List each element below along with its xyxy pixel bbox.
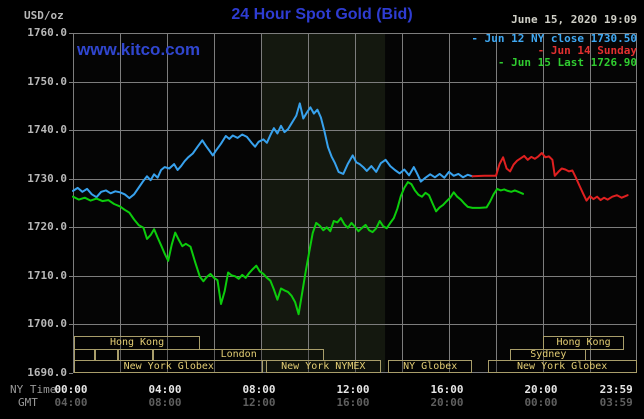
- x-axis-tick-gmt: 12:00: [242, 396, 276, 409]
- session-box-ny-globex: NY Globex: [387, 360, 473, 373]
- kitco-watermark-link[interactable]: www.kitco.com: [77, 40, 201, 59]
- session-box-new-york-globex: New York Globex: [74, 360, 264, 373]
- session-box-hong-kong: Hong Kong: [543, 336, 625, 350]
- chart-legend: - Jun 12 NY close 1730.50 - Jun 14 Sunda…: [471, 33, 637, 69]
- y-axis-units-label: USD/oz: [24, 9, 64, 22]
- x-axis-tick-gmt: 04:00: [54, 396, 88, 409]
- series-line-jun15-green: [72, 181, 524, 316]
- series-line-jun12-blue: [72, 102, 474, 200]
- x-axis-tick-ny-time: 12:00: [336, 383, 370, 396]
- legend-item-jun15: - Jun 15 Last 1726.90: [497, 56, 637, 69]
- legend-item-jun14: - Jun 14 Sunday: [537, 44, 637, 57]
- y-axis-label: 1730.0: [27, 171, 67, 185]
- y-axis-label: 1740.0: [27, 123, 67, 137]
- x-axis-tick-ny-time: 20:00: [524, 383, 558, 396]
- y-axis-label: 1720.0: [27, 220, 67, 234]
- x-axis-tick-ny-time: 16:00: [430, 383, 464, 396]
- y-axis-label: 1750.0: [27, 74, 67, 88]
- x-axis-tick-ny-time: 08:00: [242, 383, 276, 396]
- x-axis-tick-ny-time: 04:00: [148, 383, 182, 396]
- ny-time-axis-label: NY Time: [10, 383, 57, 396]
- nymex-session-highlight-band: [261, 33, 386, 373]
- y-axis-label: 1700.0: [27, 317, 67, 331]
- x-axis-tick-gmt: 08:00: [148, 396, 182, 409]
- session-box-new-york-globex: New York Globex: [487, 360, 637, 373]
- chart-title: 24 Hour Spot Gold (Bid): [231, 6, 413, 23]
- x-axis-tick-gmt: 16:00: [336, 396, 370, 409]
- y-axis-label: 1690.0: [27, 366, 67, 379]
- x-axis-tick-gmt: 03:59: [599, 396, 633, 409]
- legend-item-jun12: - Jun 12 NY close 1730.50: [471, 32, 637, 45]
- series-line-jun14-red: [471, 152, 629, 202]
- x-axis-tick-ny-time: 23:59: [599, 383, 633, 396]
- gmt-axis-label: GMT: [18, 396, 38, 409]
- x-axis-tick-gmt: 20:00: [430, 396, 464, 409]
- x-axis-tick-ny-time: 00:00: [54, 383, 88, 396]
- session-box-new-york-nymex: New York NYMEX: [265, 360, 381, 373]
- y-axis-label: 1760.0: [27, 26, 67, 39]
- session-box-hong-kong: Hong Kong: [74, 336, 200, 350]
- chart-datetime: June 15, 2020 19:09: [511, 13, 637, 26]
- y-axis-label: 1710.0: [27, 268, 67, 282]
- x-axis-tick-gmt: 00:00: [524, 396, 558, 409]
